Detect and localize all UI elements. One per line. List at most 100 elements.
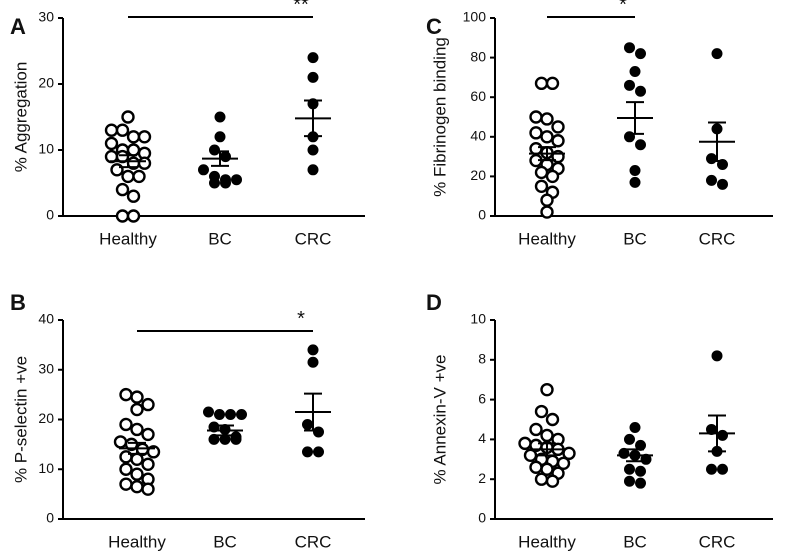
panel-b-bc-point — [203, 406, 214, 418]
panel-c-crc-point — [706, 153, 717, 165]
panel-c-bc-point — [629, 176, 641, 188]
panel-c-healthy-point — [540, 193, 554, 207]
panel-a-significance-label: ** — [293, 0, 309, 16]
panel-d-bc-point — [629, 421, 641, 433]
panel-a-y-tick-label: 20 — [38, 75, 54, 91]
panel-d-y-tick-label: 8 — [478, 351, 486, 367]
panel-c-y-tick-label: 20 — [470, 167, 486, 183]
panel-b-y-tick-label: 40 — [38, 311, 54, 327]
panel-d-healthy-point — [540, 382, 554, 397]
panel-b-healthy-point — [130, 452, 144, 466]
panel-d-x-category-label: BC — [623, 532, 647, 551]
panel-a-x-category-label: BC — [208, 229, 232, 248]
panel-d-healthy-point — [529, 460, 543, 474]
panel-d-healthy-point — [545, 474, 560, 488]
panel-b-crc-point — [313, 426, 324, 438]
panel-c-x-category-label: CRC — [699, 229, 736, 248]
panel-a-y-tick-label: 0 — [46, 207, 54, 223]
panel-c-healthy-point — [551, 134, 565, 148]
panel-d-healthy-point — [529, 422, 543, 437]
panel-a-letter: A — [10, 14, 26, 39]
panel-c-letter: C — [426, 14, 442, 39]
panel-d-y-axis-title: % Annexin-V +ve — [430, 355, 449, 485]
panel-b-significance-label: * — [297, 308, 305, 330]
panel-c-crc-point — [706, 174, 717, 186]
panel-c-healthy-point — [545, 76, 560, 91]
panel-a-bc-point — [231, 174, 242, 186]
panel-c-x-category-label: BC — [623, 229, 647, 248]
panel-b-healthy-point — [141, 427, 155, 442]
panel-c-bc-point — [624, 79, 635, 91]
panel-a-healthy-point — [126, 189, 141, 203]
panel-d-letter: D — [426, 290, 442, 315]
panel-c-y-tick-label: 60 — [470, 88, 486, 104]
panel-c-healthy-point — [534, 179, 549, 194]
panel-d-healthy-point — [534, 404, 549, 419]
panel-c-significance-label: * — [619, 0, 627, 16]
panel-b-crc-point — [302, 446, 313, 458]
panel-d-healthy-point — [534, 472, 549, 486]
panel-b-healthy-point — [113, 435, 128, 449]
panel-b-y-tick-label: 10 — [38, 460, 54, 476]
panel-c-healthy-point — [534, 165, 549, 180]
panel-d-healthy-point — [556, 456, 571, 470]
panel-d-crc-point — [717, 463, 728, 475]
panel-a-healthy-point — [126, 143, 141, 157]
panel-c-x-category-label: Healthy — [518, 229, 576, 248]
panel-c-bc-point — [635, 139, 646, 151]
panel-a-bc-point — [209, 144, 220, 156]
panel-b-bc-point — [225, 409, 236, 421]
panel-c-healthy-point — [540, 130, 554, 144]
panel-b-healthy-point — [130, 402, 144, 417]
panel-b-healthy-point — [130, 390, 144, 404]
panel-a-healthy-point — [137, 156, 152, 170]
panel-c-y-axis-title: % Fibrinogen binding — [430, 37, 449, 197]
panel-a-y-axis-title: % Aggregation — [11, 62, 30, 173]
panel-b-crc-point — [313, 446, 324, 458]
panel-d-crc-point — [711, 350, 723, 362]
panel-c-healthy-point — [529, 126, 543, 140]
panel-b-healthy-point — [130, 422, 144, 437]
panel-a-crc-point — [307, 164, 319, 176]
panel-a-bc-point — [220, 151, 231, 163]
panel-c-y-tick-label: 0 — [478, 207, 486, 223]
panel-a-bc-point — [214, 131, 226, 143]
panel-b-healthy-point — [119, 477, 133, 491]
panel-c-healthy-point — [545, 169, 560, 184]
panel-c-y-tick-label: 40 — [470, 128, 486, 144]
panel-b-healthy-point — [130, 479, 144, 494]
panel-d-bc-point — [624, 463, 635, 475]
panel-b-y-tick-label: 20 — [38, 410, 54, 426]
panel-a-healthy-point — [115, 123, 130, 137]
panel-a-crc-point — [307, 71, 319, 83]
panel-a-crc-point — [307, 144, 319, 156]
panel-c-bc-point — [624, 42, 635, 54]
panel-b-y-tick-label: 0 — [46, 510, 54, 526]
panel-d-bc-point — [624, 475, 635, 487]
panel-a-bc-point — [220, 177, 231, 189]
panel-b-bc-point — [230, 433, 242, 445]
panel-b-crc-point — [302, 418, 313, 430]
panel-d-bc-point — [635, 465, 646, 477]
panel-b-healthy-point — [141, 482, 155, 496]
panel-d-crc-point — [717, 429, 728, 441]
panel-a-healthy-point — [110, 163, 124, 177]
panel-a-healthy-point — [104, 123, 119, 137]
panel-d-healthy-point — [545, 412, 560, 427]
panel-a-healthy-point — [121, 169, 135, 184]
panel-b-y-axis-title: % P-selectin +ve — [11, 356, 30, 483]
panel-d-healthy-point — [562, 446, 576, 461]
panel-a-crc-point — [307, 52, 319, 64]
panel-b-bc-point — [214, 409, 225, 421]
panel-b-bc-point — [236, 409, 247, 421]
panel-d-y-tick-label: 10 — [470, 311, 486, 327]
panel-c-healthy-point — [529, 110, 543, 124]
panel-d-x-category-label: Healthy — [518, 532, 576, 551]
panel-a-healthy-point — [115, 209, 130, 223]
panel-d-y-tick-label: 6 — [478, 390, 486, 406]
panel-d-healthy-point — [523, 448, 538, 463]
panel-b-healthy-point — [119, 387, 133, 402]
panel-c-y-tick-label: 80 — [470, 48, 486, 64]
panel-a-y-tick-label: 10 — [38, 141, 54, 157]
